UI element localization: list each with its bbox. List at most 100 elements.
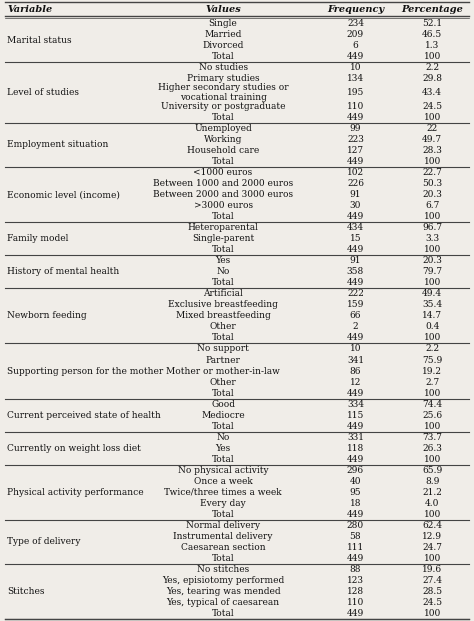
Text: 341: 341 xyxy=(347,355,364,365)
Text: 100: 100 xyxy=(423,113,441,122)
Text: Level of studies: Level of studies xyxy=(7,88,79,97)
Text: 100: 100 xyxy=(423,554,441,563)
Text: Total: Total xyxy=(212,113,234,122)
Text: 226: 226 xyxy=(347,179,364,188)
Text: Employment situation: Employment situation xyxy=(7,140,109,150)
Text: 449: 449 xyxy=(347,455,364,464)
Text: Marital status: Marital status xyxy=(7,35,72,45)
Text: University or postgraduate: University or postgraduate xyxy=(161,102,285,111)
Text: Supporting person for the mother: Supporting person for the mother xyxy=(7,366,164,376)
Text: 3.3: 3.3 xyxy=(425,234,439,243)
Text: 66: 66 xyxy=(350,311,361,320)
Text: Unemployed: Unemployed xyxy=(194,124,252,133)
Text: 100: 100 xyxy=(423,157,441,166)
Text: Total: Total xyxy=(212,510,234,519)
Text: Artificial: Artificial xyxy=(203,289,243,298)
Text: Total: Total xyxy=(212,389,234,397)
Text: Total: Total xyxy=(212,52,234,61)
Text: 449: 449 xyxy=(347,554,364,563)
Text: 20.3: 20.3 xyxy=(422,190,442,199)
Text: 100: 100 xyxy=(423,245,441,254)
Text: Total: Total xyxy=(212,245,234,254)
Text: >3000 euros: >3000 euros xyxy=(193,201,253,210)
Text: Primary studies: Primary studies xyxy=(187,75,259,83)
Text: 100: 100 xyxy=(423,389,441,397)
Text: Single-parent: Single-parent xyxy=(192,234,254,243)
Text: 6: 6 xyxy=(353,41,358,50)
Text: No stitches: No stitches xyxy=(197,565,249,574)
Text: 74.4: 74.4 xyxy=(422,400,442,409)
Text: 100: 100 xyxy=(423,278,441,288)
Text: 100: 100 xyxy=(423,333,441,342)
Text: Exclusive breastfeeding: Exclusive breastfeeding xyxy=(168,301,278,309)
Text: Total: Total xyxy=(212,455,234,464)
Text: 52.1: 52.1 xyxy=(422,19,442,28)
Text: Once a week: Once a week xyxy=(194,477,253,486)
Text: 449: 449 xyxy=(347,333,364,342)
Text: 1.3: 1.3 xyxy=(425,41,439,50)
Text: 128: 128 xyxy=(347,587,364,596)
Text: 8.9: 8.9 xyxy=(425,477,439,486)
Text: 15: 15 xyxy=(350,234,361,243)
Text: 49.4: 49.4 xyxy=(422,289,442,298)
Text: 127: 127 xyxy=(347,146,364,155)
Text: Caesarean section: Caesarean section xyxy=(181,543,265,552)
Text: 100: 100 xyxy=(423,609,441,618)
Text: Partner: Partner xyxy=(206,355,240,365)
Text: 449: 449 xyxy=(347,422,364,431)
Text: 24.5: 24.5 xyxy=(422,598,442,607)
Text: No physical activity: No physical activity xyxy=(178,466,268,475)
Text: Frequency: Frequency xyxy=(327,4,384,14)
Text: 100: 100 xyxy=(423,510,441,519)
Text: Divorced: Divorced xyxy=(202,41,244,50)
Text: 118: 118 xyxy=(347,444,364,453)
Text: 12.9: 12.9 xyxy=(422,532,442,541)
Text: 434: 434 xyxy=(347,223,364,232)
Text: Normal delivery: Normal delivery xyxy=(186,521,260,530)
Text: Mother or mother-in-law: Mother or mother-in-law xyxy=(166,366,280,376)
Text: No: No xyxy=(216,433,230,442)
Text: 296: 296 xyxy=(347,466,364,475)
Text: History of mental health: History of mental health xyxy=(7,267,119,276)
Text: 26.3: 26.3 xyxy=(422,444,442,453)
Text: Household care: Household care xyxy=(187,146,259,155)
Text: 110: 110 xyxy=(347,598,364,607)
Text: 28.3: 28.3 xyxy=(422,146,442,155)
Text: Family model: Family model xyxy=(7,234,68,243)
Text: Newborn feeding: Newborn feeding xyxy=(7,311,87,320)
Text: 358: 358 xyxy=(347,267,364,276)
Text: 115: 115 xyxy=(347,410,364,420)
Text: 27.4: 27.4 xyxy=(422,576,442,585)
Text: Yes: Yes xyxy=(216,256,231,265)
Text: Percentage: Percentage xyxy=(401,4,463,14)
Text: 449: 449 xyxy=(347,510,364,519)
Text: 14.7: 14.7 xyxy=(422,311,442,320)
Text: Total: Total xyxy=(212,554,234,563)
Text: Currently on weight loss diet: Currently on weight loss diet xyxy=(7,444,141,453)
Text: No studies: No studies xyxy=(199,63,247,72)
Text: Yes, tearing was mended: Yes, tearing was mended xyxy=(166,587,281,596)
Text: <1000 euros: <1000 euros xyxy=(193,168,253,177)
Text: Total: Total xyxy=(212,157,234,166)
Text: 223: 223 xyxy=(347,135,364,144)
Text: 75.9: 75.9 xyxy=(422,355,442,365)
Text: 2.2: 2.2 xyxy=(425,63,439,72)
Text: 24.5: 24.5 xyxy=(422,102,442,111)
Text: 73.7: 73.7 xyxy=(422,433,442,442)
Text: 50.3: 50.3 xyxy=(422,179,442,188)
Text: 12: 12 xyxy=(350,378,361,386)
Text: Single: Single xyxy=(209,19,237,28)
Text: 18: 18 xyxy=(350,499,361,508)
Text: 29.8: 29.8 xyxy=(422,75,442,83)
Text: Working: Working xyxy=(204,135,242,144)
Text: 91: 91 xyxy=(350,190,361,199)
Text: Good: Good xyxy=(211,400,235,409)
Text: 100: 100 xyxy=(423,52,441,61)
Text: 58: 58 xyxy=(350,532,361,541)
Text: 22: 22 xyxy=(427,124,438,133)
Text: Other: Other xyxy=(210,378,237,386)
Text: 280: 280 xyxy=(347,521,364,530)
Text: 19.2: 19.2 xyxy=(422,366,442,376)
Text: 100: 100 xyxy=(423,455,441,464)
Text: 86: 86 xyxy=(350,366,361,376)
